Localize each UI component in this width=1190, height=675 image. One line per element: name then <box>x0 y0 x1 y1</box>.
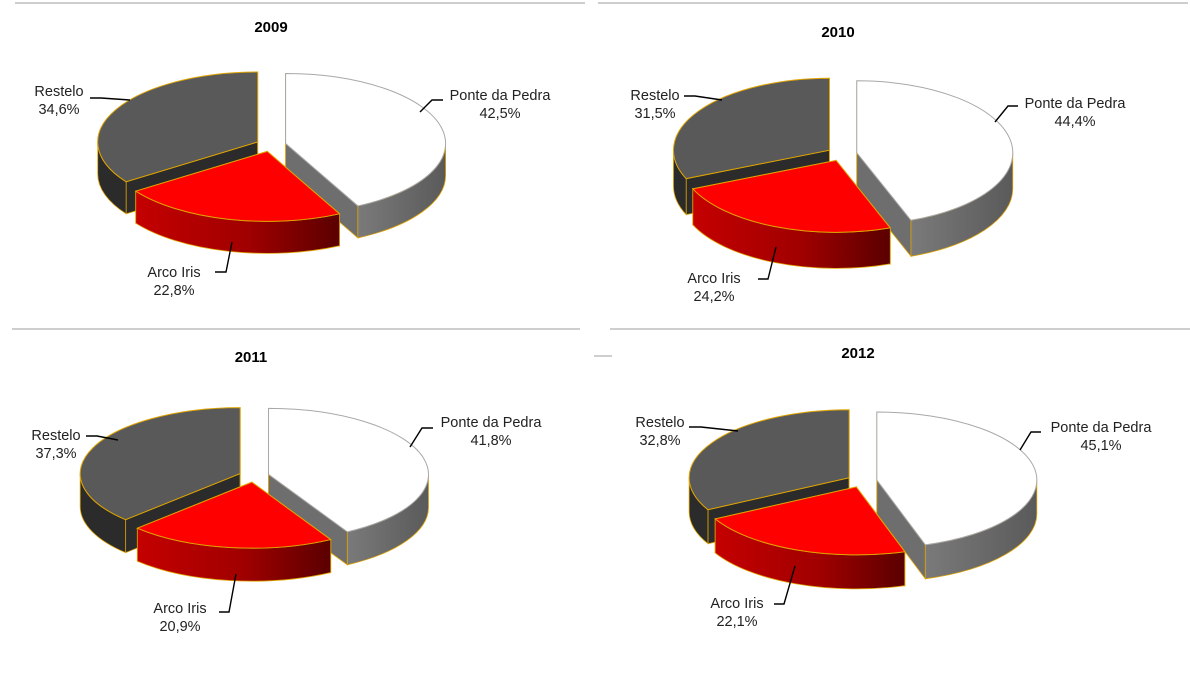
slice-top-ponte-da-pedra <box>285 72 447 207</box>
leader-line-restelo <box>689 426 739 432</box>
value-restelo: 34,6% <box>38 102 79 118</box>
pie-slices <box>688 409 1038 590</box>
chart-title: 2011 <box>235 349 268 366</box>
label-arco-iris: Arco Iris <box>710 596 763 612</box>
pie-slices <box>97 71 447 254</box>
pie-slice-arco-iris <box>134 150 341 254</box>
label-arco-iris: Arco Iris <box>153 601 206 617</box>
pie-chart-2011: 2011 Ponte da Pedra 41,8% Arco Iris 20,9… <box>31 349 542 635</box>
slice-top-restelo <box>79 407 241 521</box>
slice-top-ponte-da-pedra <box>268 407 430 533</box>
slice-top-restelo <box>688 409 850 511</box>
chart-title: 2012 <box>841 345 874 362</box>
value-arco-iris: 22,1% <box>716 614 757 630</box>
slice-top-arco-iris <box>691 159 892 233</box>
leader-line-arco-iris <box>758 246 777 280</box>
leader-line-ponte-da-pedra <box>409 427 433 448</box>
value-ponte-da-pedra: 44,4% <box>1054 114 1095 130</box>
pie-slice-arco-iris <box>136 481 332 582</box>
slice-top-ponte-da-pedra <box>856 80 1014 221</box>
pie-slices <box>672 77 1014 269</box>
pie-chart-2009: 2009 Ponte da Pedra 42,5% Arco Iris 22,8… <box>34 19 551 299</box>
slice-top-arco-iris <box>136 481 332 549</box>
label-arco-iris: Arco Iris <box>147 265 200 281</box>
value-ponte-da-pedra: 41,8% <box>470 433 511 449</box>
label-ponte-da-pedra: Ponte da Pedra <box>1025 96 1127 112</box>
label-restelo: Restelo <box>31 428 80 444</box>
leader-line-ponte-da-pedra <box>419 99 443 113</box>
leader-line-ponte-da-pedra <box>994 105 1018 123</box>
leader-line-arco-iris <box>215 241 233 273</box>
pie-slice-ponte-da-pedra <box>856 80 1014 258</box>
value-restelo: 32,8% <box>639 433 680 449</box>
label-arco-iris: Arco Iris <box>687 271 740 287</box>
value-ponte-da-pedra: 42,5% <box>479 106 520 122</box>
leader-line-arco-iris <box>219 573 237 613</box>
slice-top-arco-iris <box>134 150 341 222</box>
leader-line-ponte-da-pedra <box>1019 431 1041 451</box>
slice-top-restelo <box>97 71 259 183</box>
pie-slice-arco-iris <box>691 159 892 269</box>
label-restelo: Restelo <box>635 415 684 431</box>
value-arco-iris: 20,9% <box>159 619 200 635</box>
label-ponte-da-pedra: Ponte da Pedra <box>450 88 552 104</box>
slice-top-restelo <box>672 77 830 180</box>
chart-title: 2010 <box>821 24 854 41</box>
slice-top-arco-iris <box>714 486 906 556</box>
pie-chart-2010: 2010 Ponte da Pedra 44,4% Arco Iris 24,2… <box>630 24 1126 305</box>
pie-chart-2012: 2012 Ponte da Pedra 45,1% Arco Iris 22,1… <box>635 345 1152 630</box>
value-arco-iris: 24,2% <box>693 289 734 305</box>
label-restelo: Restelo <box>630 88 679 104</box>
chart-title: 2009 <box>254 19 287 36</box>
label-ponte-da-pedra: Ponte da Pedra <box>1051 420 1153 436</box>
pie-slice-arco-iris <box>714 485 906 590</box>
slice-top-ponte-da-pedra <box>876 411 1038 546</box>
label-restelo: Restelo <box>34 84 83 100</box>
value-restelo: 31,5% <box>634 106 675 122</box>
leader-line-arco-iris <box>774 565 796 605</box>
leader-line-restelo <box>684 95 723 101</box>
pie-slice-ponte-da-pedra <box>876 411 1038 581</box>
leader-line-restelo <box>90 97 131 101</box>
leader-line-restelo <box>86 435 119 441</box>
value-restelo: 37,3% <box>35 446 76 462</box>
value-ponte-da-pedra: 45,1% <box>1080 438 1121 454</box>
pie-slices <box>79 407 430 582</box>
label-ponte-da-pedra: Ponte da Pedra <box>441 415 543 431</box>
value-arco-iris: 22,8% <box>153 283 194 299</box>
